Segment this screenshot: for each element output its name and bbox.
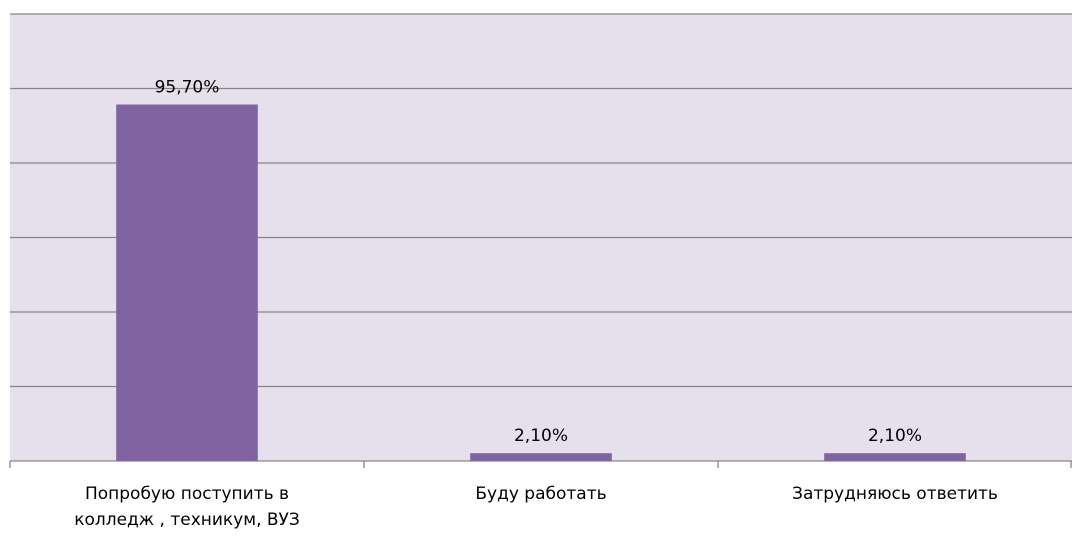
value-label: 2,10%	[514, 426, 568, 446]
x-tick-label: Буду работать	[475, 484, 607, 504]
x-tick-label: Попробую поступить в колледж , техникум,…	[74, 484, 300, 530]
bar	[824, 453, 966, 461]
bar	[470, 453, 612, 461]
x-tick-label: Затрудняюсь ответить	[792, 484, 998, 504]
value-label: 2,10%	[868, 426, 922, 446]
value-label: 95,70%	[155, 78, 220, 98]
bar	[116, 104, 258, 461]
